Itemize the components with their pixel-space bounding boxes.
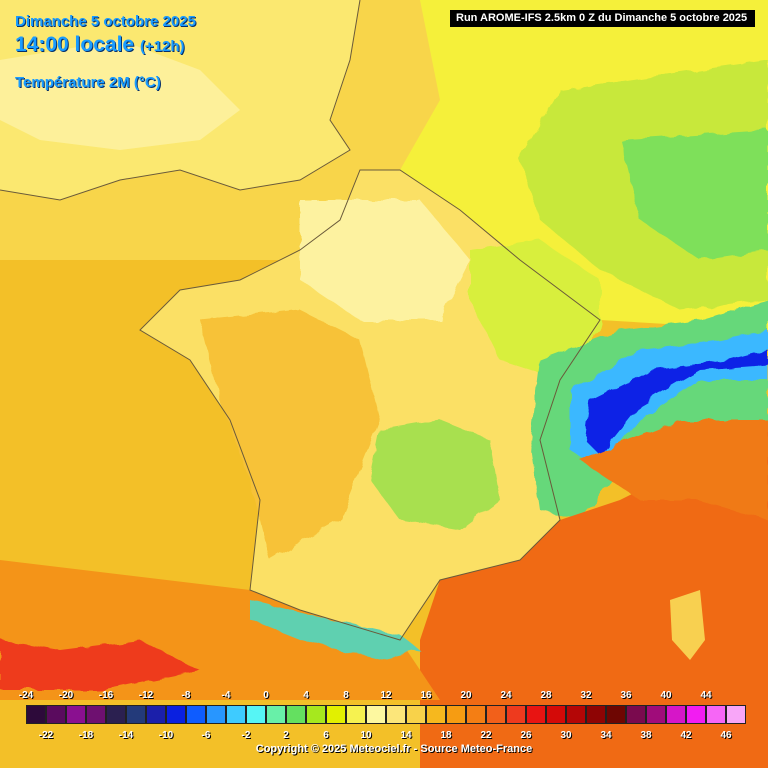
forecast-lead: (+12h) <box>139 38 185 55</box>
legend-swatch <box>446 705 466 724</box>
legend-swatch <box>406 705 426 724</box>
legend-swatch <box>286 705 306 724</box>
forecast-time: 14:00 locale (+12h) <box>15 33 185 57</box>
parameter-label: Température 2M (°C) <box>15 74 161 91</box>
legend-swatch <box>706 705 726 724</box>
alps-coldest <box>585 350 768 455</box>
legend-tick-label: -2 <box>241 730 251 741</box>
legend-tick-label: 22 <box>480 730 492 741</box>
legend-swatch <box>346 705 366 724</box>
legend-tick-label: -16 <box>98 690 114 701</box>
france-southwest-warm <box>200 310 380 560</box>
legend-tick-label: 24 <box>500 690 512 701</box>
vosges-jura <box>470 240 600 380</box>
legend-swatch <box>266 705 286 724</box>
legend-tick-label: 4 <box>303 690 309 701</box>
legend-swatch <box>666 705 686 724</box>
legend-tick-label: -4 <box>221 690 231 701</box>
legend-tick-label: 14 <box>400 730 412 741</box>
pyrenees-cool <box>250 600 420 660</box>
legend-swatch <box>206 705 226 724</box>
forecast-date: Dimanche 5 octobre 2025 <box>15 13 196 30</box>
legend-tick-label: 0 <box>263 690 269 701</box>
legend-swatch <box>646 705 666 724</box>
legend-tick-label: 20 <box>460 690 472 701</box>
legend-swatch <box>106 705 126 724</box>
legend-tick-label: -6 <box>201 730 211 741</box>
legend-tick-label: 16 <box>420 690 432 701</box>
legend-tick-label: -20 <box>58 690 74 701</box>
legend-tick-label: -22 <box>38 730 54 741</box>
legend-tick-label: -10 <box>158 730 174 741</box>
legend-tick-label: -14 <box>118 730 134 741</box>
legend-tick-label: 40 <box>660 690 672 701</box>
legend-tick-label: 46 <box>720 730 732 741</box>
legend-tick-label: 44 <box>700 690 712 701</box>
legend-swatch <box>246 705 266 724</box>
legend-swatch <box>526 705 546 724</box>
legend-swatch <box>546 705 566 724</box>
legend-swatch <box>686 705 706 724</box>
run-info: Run AROME-IFS 2.5km 0 Z du Dimanche 5 oc… <box>450 10 755 27</box>
uk-coastline <box>0 0 361 201</box>
legend-tick-label: -24 <box>18 690 34 701</box>
legend-swatch <box>626 705 646 724</box>
legend-tick-label: 12 <box>380 690 392 701</box>
legend-swatch <box>606 705 626 724</box>
legend-swatch <box>466 705 486 724</box>
legend-swatch <box>366 705 386 724</box>
legend-swatch <box>86 705 106 724</box>
uk-interior <box>0 40 240 150</box>
legend-tick-label: 36 <box>620 690 632 701</box>
legend-swatch <box>146 705 166 724</box>
legend-tick-label: 38 <box>640 730 652 741</box>
legend-swatch <box>26 705 46 724</box>
massif-central <box>370 420 500 530</box>
legend-tick-label: 30 <box>560 730 572 741</box>
germany-hills <box>620 130 768 260</box>
legend-swatch <box>166 705 186 724</box>
legend-swatch <box>226 705 246 724</box>
italy-north <box>580 420 768 520</box>
legend-swatch <box>126 705 146 724</box>
legend-tick-label: 32 <box>580 690 592 701</box>
legend-tick-label: 6 <box>323 730 329 741</box>
legend-swatch <box>386 705 406 724</box>
legend-swatch <box>66 705 86 724</box>
spain-hot <box>0 640 200 690</box>
legend-tick-label: 28 <box>540 690 552 701</box>
legend-swatch <box>426 705 446 724</box>
legend-tick-label: -12 <box>138 690 154 701</box>
legend-tick-label: -18 <box>78 730 94 741</box>
legend-tick-label: 34 <box>600 730 612 741</box>
color-legend: -24 -20 -16 -12 -8 -4 0 4 8 12 16 20 24 28 32 36 40 44 -2… <box>0 686 768 768</box>
legend-swatch <box>46 705 66 724</box>
legend-swatch <box>586 705 606 724</box>
legend-tick-label: 2 <box>283 730 289 741</box>
legend-swatch <box>186 705 206 724</box>
legend-swatch <box>506 705 526 724</box>
legend-swatch <box>306 705 326 724</box>
corsica <box>670 590 705 660</box>
legend-tick-label: 26 <box>520 730 532 741</box>
legend-tick-label: 42 <box>680 730 692 741</box>
legend-tick-label: 10 <box>360 730 372 741</box>
mediterranean-sea <box>420 430 768 768</box>
legend-swatch <box>566 705 586 724</box>
france-border <box>139 169 601 641</box>
legend-swatch <box>326 705 346 724</box>
france-north-mild <box>300 200 470 320</box>
legend-tick-label: 18 <box>440 730 452 741</box>
legend-tick-label: -8 <box>181 690 191 701</box>
legend-tick-label: 8 <box>343 690 349 701</box>
legend-swatch <box>486 705 506 724</box>
copyright: Copyright © 2025 Meteociel.fr - Source M… <box>255 743 533 755</box>
forecast-time-label: 14:00 locale <box>15 33 135 56</box>
legend-swatch <box>726 705 746 724</box>
